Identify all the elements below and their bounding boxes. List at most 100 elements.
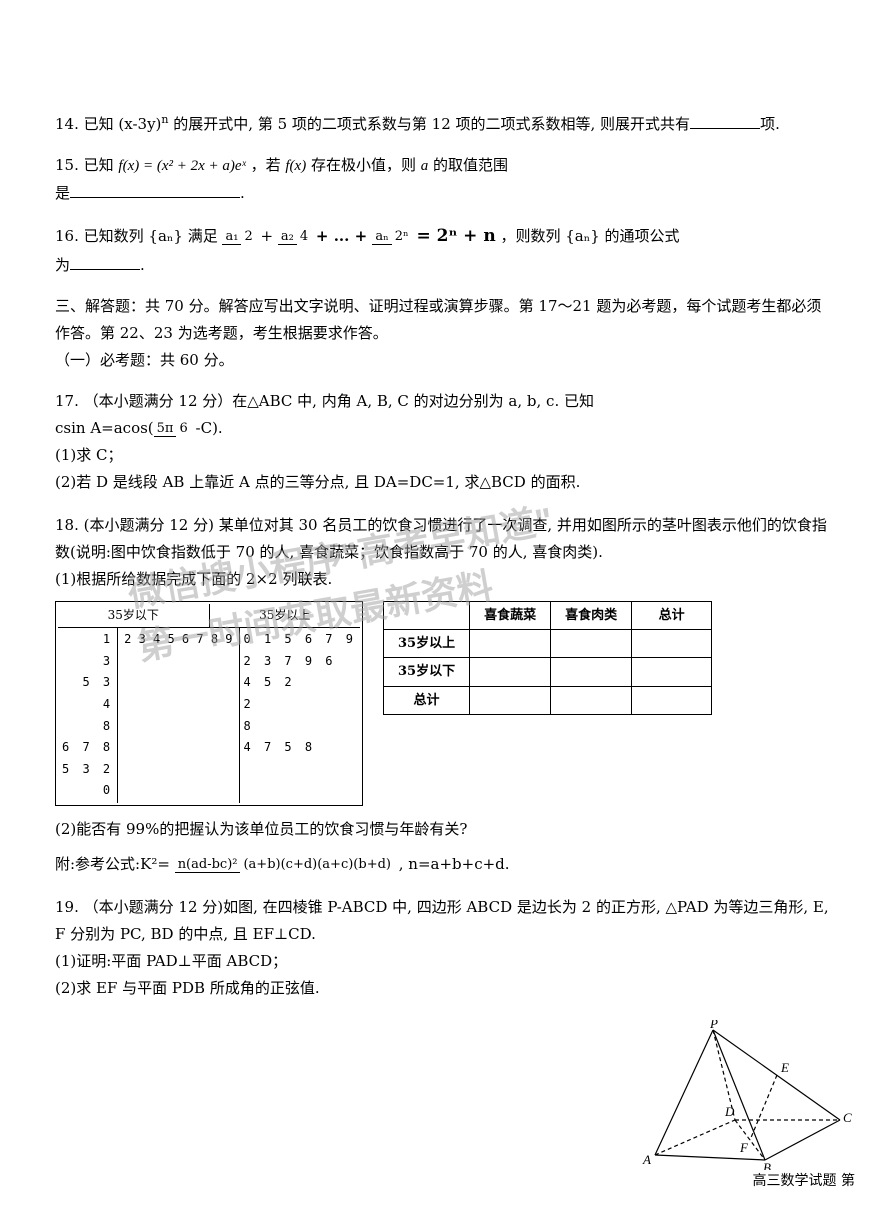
ct-cell bbox=[551, 686, 632, 714]
q16-plus1: + bbox=[261, 227, 274, 245]
q15-formula-a: f(x) = (x² + 2x + a)eˣ bbox=[118, 158, 245, 174]
footer: 高三数学试题 第 bbox=[753, 1169, 855, 1194]
frac-num: n(ad-bc)² bbox=[175, 857, 241, 873]
q15-text-f: . bbox=[240, 184, 245, 202]
label-C: C bbox=[843, 1110, 852, 1125]
sl-left-col: 1 3 5 3 4 8 6 7 8 5 3 2 0 bbox=[58, 628, 118, 803]
frac-den: 4 bbox=[297, 229, 311, 244]
tables-row: 35岁以下 35岁以上 1 3 5 3 4 8 6 7 8 5 3 2 0 2 … bbox=[55, 601, 835, 806]
q15-text-b: ，若 bbox=[251, 156, 286, 174]
label-A: A bbox=[642, 1152, 651, 1167]
q15-text-c: 存在极小值，则 bbox=[311, 156, 421, 174]
edge-AP bbox=[655, 1030, 713, 1155]
q16-frac3: aₙ2ⁿ bbox=[372, 225, 411, 248]
q19-part2: (2)求 EF 与平面 PDB 所成角的正弦值. bbox=[55, 975, 835, 1002]
frac-num: a₂ bbox=[278, 229, 297, 245]
frac-den: 2 bbox=[241, 229, 255, 244]
question-18: 18. (本小题满分 12 分) 某单位对其 30 名员工的饮食习惯进行了一次调… bbox=[55, 512, 835, 878]
q16-num: 16. bbox=[55, 227, 79, 245]
frac-den: 2ⁿ bbox=[392, 229, 412, 244]
edge-AB bbox=[655, 1155, 765, 1160]
q17-part2: (2)若 D 是线段 AB 上靠近 A 点的三等分点, 且 DA=DC=1, 求… bbox=[55, 469, 835, 496]
section3-sub1: （一）必考题：共 60 分。 bbox=[55, 347, 835, 374]
q14-sup: n bbox=[161, 113, 168, 126]
q15-blank bbox=[70, 180, 240, 198]
section-3-header: 三、解答题：共 70 分。解答应写出文字说明、证明过程或演算步骤。第 17～21… bbox=[55, 293, 835, 374]
q14-text-a: 已知 (x-3y) bbox=[84, 115, 162, 133]
section3-title: 三、解答题：共 70 分。解答应写出文字说明、证明过程或演算步骤。第 17～21… bbox=[55, 293, 835, 347]
q18-formula-frac: n(ad-bc)²(a+b)(c+d)(a+c)(b+d) bbox=[175, 853, 394, 876]
q18-text-a: (本小题满分 12 分) 某单位对其 30 名员工的饮食习惯进行了一次调查, 并… bbox=[55, 516, 827, 561]
contingency-table: 喜食蔬菜 喜食肉类 总计 35岁以上 35岁以下 总计 bbox=[383, 601, 712, 716]
sl-right-col: 0 1 5 6 7 9 2 3 7 9 6 4 5 2 2 8 4 7 5 8 bbox=[240, 628, 360, 803]
ct-row2: 35岁以下 bbox=[383, 658, 469, 686]
q16-text-d: . bbox=[140, 256, 145, 274]
label-D: D bbox=[724, 1104, 735, 1119]
ct-cell bbox=[632, 629, 712, 657]
q18-formula-end: , n=a+b+c+d. bbox=[399, 855, 510, 873]
q16-frac1: a₁2 bbox=[222, 225, 255, 248]
stem-leaf-plot: 35岁以下 35岁以上 1 3 5 3 4 8 6 7 8 5 3 2 0 2 … bbox=[55, 601, 363, 806]
ct-col1: 喜食蔬菜 bbox=[470, 601, 551, 629]
q19-text-a: （本小题满分 12 分)如图, 在四棱锥 P-ABCD 中, 四边形 ABCD … bbox=[55, 898, 829, 943]
question-19: 19. （本小题满分 12 分)如图, 在四棱锥 P-ABCD 中, 四边形 A… bbox=[55, 894, 835, 1002]
q14-text-c: 项. bbox=[760, 115, 780, 133]
q16-frac2: a₂4 bbox=[278, 225, 311, 248]
q17-text-b: csin A=acos( bbox=[55, 419, 154, 437]
ct-cell bbox=[632, 658, 712, 686]
ct-cell bbox=[470, 658, 551, 686]
q16-blank bbox=[70, 252, 140, 270]
q18-formula-label: 附:参考公式:K²= bbox=[55, 855, 170, 873]
q14-num: 14. bbox=[55, 115, 79, 133]
ct-cell bbox=[551, 658, 632, 686]
q15-formula-b: f(x) bbox=[285, 158, 306, 174]
q15-text-a: 已知 bbox=[84, 156, 119, 174]
frac-num: a₁ bbox=[222, 229, 241, 245]
sl-mid-col: 2 3 4 5 6 7 8 9 bbox=[118, 628, 239, 803]
sl-header-left: 35岁以下 bbox=[58, 604, 210, 628]
question-17: 17. （本小题满分 12 分）在△ABC 中, 内角 A, B, C 的对边分… bbox=[55, 388, 835, 496]
ct-row1: 35岁以上 bbox=[383, 629, 469, 657]
q19-num: 19. bbox=[55, 898, 79, 916]
q19-part1: (1)证明:平面 PAD⊥平面 ABCD； bbox=[55, 948, 835, 975]
edge-BC bbox=[765, 1120, 840, 1160]
ct-cell bbox=[470, 686, 551, 714]
q15-num: 15. bbox=[55, 156, 79, 174]
q16-eq: = 2ⁿ + n bbox=[416, 226, 495, 246]
q14-text-b: 的展开式中, 第 5 项的二项式系数与第 12 项的二项式系数相等, 则展开式共… bbox=[173, 115, 690, 133]
sl-header-right: 35岁以上 bbox=[210, 604, 361, 628]
sl-body: 1 3 5 3 4 8 6 7 8 5 3 2 0 2 3 4 5 6 7 8 … bbox=[58, 628, 360, 803]
q17-text-a: （本小题满分 12 分）在△ABC 中, 内角 A, B, C 的对边分别为 a… bbox=[84, 392, 594, 410]
ct-cell bbox=[551, 629, 632, 657]
q14-blank bbox=[690, 111, 760, 129]
pyramid-diagram: P A B C D E F bbox=[625, 1020, 855, 1170]
edge-AD bbox=[655, 1120, 735, 1155]
label-F: F bbox=[739, 1140, 749, 1155]
question-14: 14. 已知 (x-3y)n 的展开式中, 第 5 项的二项式系数与第 12 项… bbox=[55, 110, 835, 138]
label-P: P bbox=[709, 1020, 718, 1031]
edge-EF bbox=[750, 1075, 777, 1140]
ct-cell bbox=[470, 629, 551, 657]
q15-formula-c: a bbox=[421, 158, 429, 174]
edge-PB bbox=[713, 1030, 765, 1160]
ct-row3: 总计 bbox=[383, 686, 469, 714]
frac-den: (a+b)(c+d)(a+c)(b+d) bbox=[240, 857, 394, 872]
ct-cell bbox=[632, 686, 712, 714]
q17-text-c: -C). bbox=[191, 419, 223, 437]
q15-text-d: 的取值范围 bbox=[433, 156, 508, 174]
q18-num: 18. bbox=[55, 516, 79, 534]
q17-num: 17. bbox=[55, 392, 79, 410]
frac-num: 5π bbox=[154, 421, 177, 437]
q16-text-b: ，则数列 {aₙ} 的通项公式 bbox=[501, 227, 680, 245]
frac-den: 6 bbox=[176, 421, 190, 436]
q18-part1: (1)根据所给数据完成下面的 2×2 列联表. bbox=[55, 566, 835, 593]
q16-text-c: 为 bbox=[55, 256, 70, 274]
question-15: 15. 已知 f(x) = (x² + 2x + a)eˣ ，若 f(x) 存在… bbox=[55, 152, 835, 207]
ct-col3: 总计 bbox=[632, 601, 712, 629]
q15-text-e: 是 bbox=[55, 184, 70, 202]
frac-num: aₙ bbox=[372, 229, 391, 245]
ct-col2: 喜食肉类 bbox=[551, 601, 632, 629]
q17-part1: (1)求 C； bbox=[55, 442, 835, 469]
q18-part2: (2)能否有 99%的把握认为该单位员工的饮食习惯与年龄有关? bbox=[55, 816, 835, 843]
question-16: 16. 已知数列 {aₙ} 满足 a₁2 + a₂4 + ... + aₙ2ⁿ … bbox=[55, 221, 835, 279]
